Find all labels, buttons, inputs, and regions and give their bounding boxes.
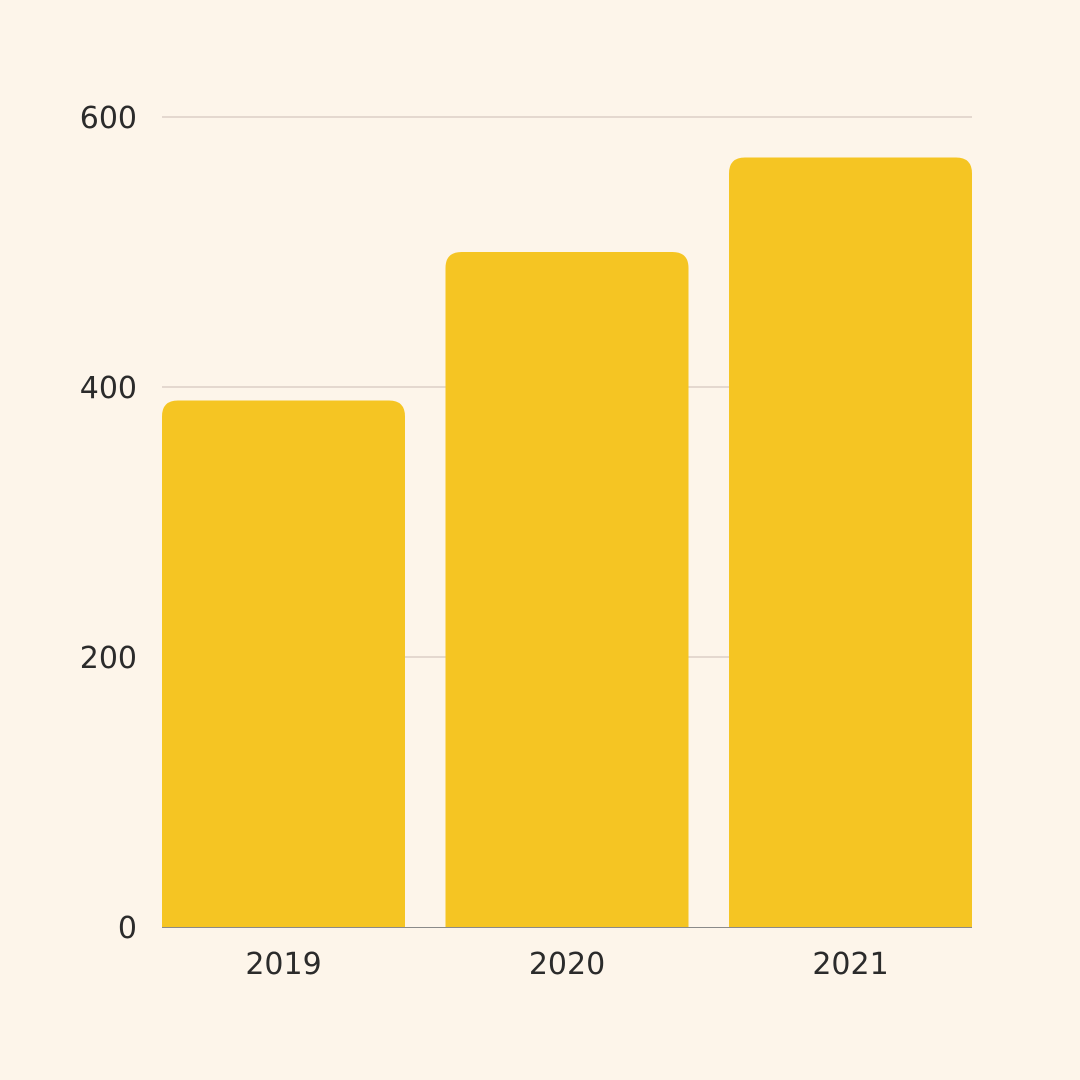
y-tick-label-0: 0 [118, 911, 137, 946]
y-axis-tick-labels: 0 200 400 600 [80, 101, 137, 946]
y-tick-label-400: 400 [80, 371, 137, 406]
x-tick-label-2021: 2021 [812, 947, 888, 982]
y-tick-label-600: 600 [80, 101, 137, 136]
bar-2021 [729, 157, 972, 927]
bar-2019 [162, 400, 405, 927]
bar-2020 [445, 252, 689, 927]
x-tick-label-2019: 2019 [245, 947, 321, 982]
x-axis-tick-labels: 2019 2020 2021 [245, 947, 888, 982]
x-tick-label-2020: 2020 [529, 947, 605, 982]
y-tick-label-200: 200 [80, 641, 137, 676]
bars [162, 157, 972, 927]
